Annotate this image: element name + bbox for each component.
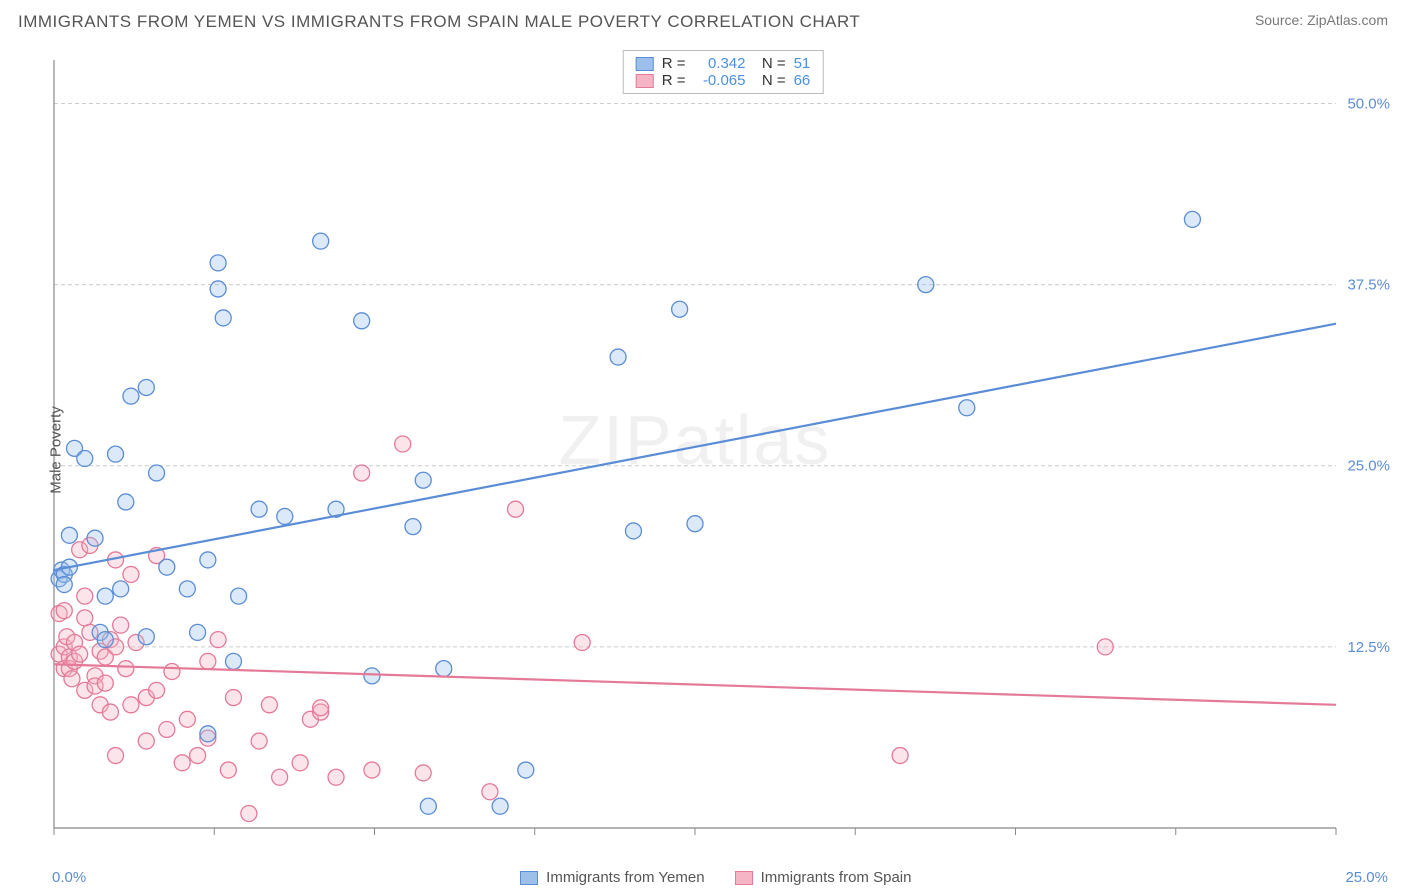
svg-text:37.5%: 37.5%	[1347, 277, 1390, 294]
svg-text:12.5%: 12.5%	[1347, 639, 1390, 656]
series-legend: Immigrants from Yemen Immigrants from Sp…	[86, 869, 1345, 886]
scatter-chart: 12.5% 25.0% 37.5% 50.0% ZIPatlas	[50, 50, 1396, 850]
swatch-yemen-icon	[520, 871, 538, 885]
stats-row-spain: R = -0.065 N = 66	[636, 72, 811, 89]
legend-item-spain: Immigrants from Spain	[735, 869, 912, 886]
legend-item-yemen: Immigrants from Yemen	[520, 869, 704, 886]
x-axis-max: 25.0%	[1345, 869, 1388, 886]
chart-header: IMMIGRANTS FROM YEMEN VS IMMIGRANTS FROM…	[0, 0, 1406, 40]
correlation-stats-box: R = 0.342 N = 51 R = -0.065 N = 66	[623, 50, 824, 94]
chart-source: Source: ZipAtlas.com	[1255, 12, 1388, 28]
swatch-yemen	[636, 57, 654, 71]
swatch-spain-icon	[735, 871, 753, 885]
stats-row-yemen: R = 0.342 N = 51	[636, 55, 811, 72]
y-axis-label: Male Poverty	[47, 406, 64, 494]
plot-area: Male Poverty 12.5% 25.0% 37.5% 50.0% ZIPatla…	[50, 50, 1396, 850]
x-axis-legend: 0.0% Immigrants from Yemen Immigrants fr…	[0, 869, 1406, 886]
swatch-spain	[636, 74, 654, 88]
svg-text:ZIPatlas: ZIPatlas	[559, 401, 832, 479]
svg-text:50.0%: 50.0%	[1347, 95, 1390, 112]
chart-title: IMMIGRANTS FROM YEMEN VS IMMIGRANTS FROM…	[18, 12, 860, 32]
svg-text:25.0%: 25.0%	[1347, 458, 1390, 475]
x-axis-min: 0.0%	[52, 869, 86, 886]
